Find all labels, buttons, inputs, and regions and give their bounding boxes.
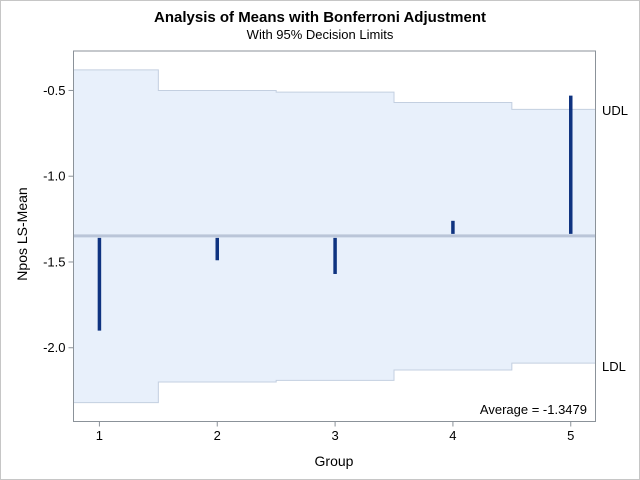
average-annotation: Average = -1.3479: [479, 402, 587, 417]
plot-frame: [73, 50, 596, 422]
x-axis-label: Group: [314, 453, 354, 469]
y-axis-label: Npos LS-Mean: [14, 187, 30, 281]
x-tick-label: 4: [449, 428, 456, 443]
x-tick-label: 3: [331, 428, 338, 443]
y-tick-label: -0.5: [43, 83, 65, 98]
chart-title: Analysis of Means with Bonferroni Adjust…: [154, 9, 486, 26]
udl-annotation: UDL: [602, 103, 629, 118]
y-tick-label: -1.5: [43, 254, 65, 269]
x-tick-label: 2: [214, 428, 221, 443]
x-tick-label: 5: [567, 428, 574, 443]
ldl-annotation: LDL: [602, 359, 626, 374]
y-tick-label: -1.0: [43, 169, 65, 184]
chart-subtitle: With 95% Decision Limits: [246, 27, 394, 42]
y-tick-label: -2.0: [43, 340, 65, 355]
x-tick-label: 1: [96, 428, 103, 443]
